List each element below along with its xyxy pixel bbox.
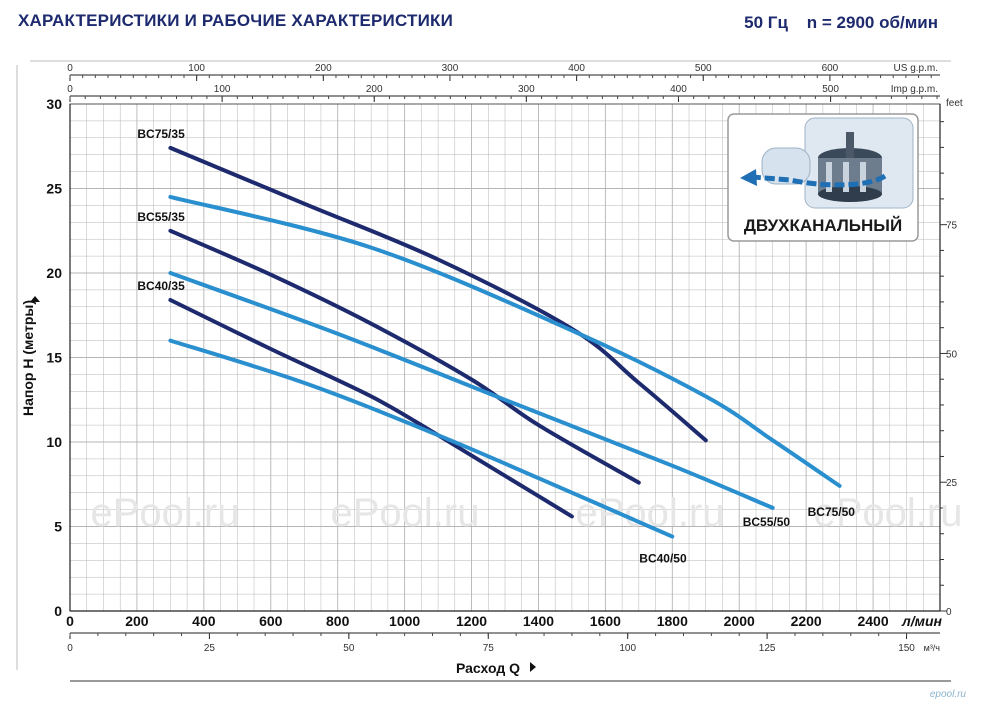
x-tick-label: 1200 bbox=[456, 613, 487, 629]
x-unit-label: л/мин bbox=[901, 613, 943, 629]
us-gpm-unit-label: US g.p.m. bbox=[894, 63, 938, 74]
m3h-tick-label: 25 bbox=[204, 643, 216, 654]
series-labels: BC75/35 BC55/35 BC40/35 BC75/50 BC55/50 BC40/… bbox=[137, 127, 855, 566]
series-bc55-50-label: BC55/50 bbox=[743, 515, 791, 529]
x-tick-label: 0 bbox=[66, 613, 74, 629]
impeller-inset: ДВУХКАНАЛЬНЫЙ bbox=[727, 113, 919, 242]
y-tick-label: 20 bbox=[46, 265, 62, 281]
chart-grid bbox=[69, 103, 941, 612]
imp-gpm-tick-label: 300 bbox=[518, 84, 535, 95]
m3h-tick-label: 100 bbox=[619, 643, 636, 654]
series-bc55-35-label: BC55/35 bbox=[137, 210, 185, 224]
x-tick-label: 1400 bbox=[523, 613, 554, 629]
x-axis-arrow-icon bbox=[530, 662, 536, 672]
us-gpm-tick-label: 400 bbox=[568, 63, 585, 74]
x-tick-label: 1800 bbox=[657, 613, 688, 629]
us-gpm-tick-label: 100 bbox=[188, 63, 205, 74]
us-gpm-tick-label: 200 bbox=[315, 63, 332, 74]
m3h-tick-label: 150 bbox=[898, 643, 915, 654]
page-title: ХАРАКТЕРИСТИКИ И РАБОЧИЕ ХАРАКТЕРИСТИКИ bbox=[18, 11, 453, 30]
feet-unit-label: feet bbox=[946, 98, 963, 109]
imp-gpm-tick-label: 500 bbox=[822, 84, 839, 95]
us-gpm-tick-label: 300 bbox=[442, 63, 459, 74]
imp-gpm-tick-label: 200 bbox=[366, 84, 383, 95]
y-tick-label: 30 bbox=[46, 96, 62, 112]
feet-tick-label: 50 bbox=[946, 349, 958, 360]
x-axis-title: Расход Q bbox=[456, 660, 520, 676]
series-bc75-35-label: BC75/35 bbox=[137, 127, 185, 141]
feet-tick-label: 0 bbox=[946, 607, 952, 618]
y-tick-label: 15 bbox=[46, 350, 62, 366]
frequency-speed-label: 50 Гц n = 2900 об/мин bbox=[744, 13, 938, 32]
x-tick-label: 2200 bbox=[791, 613, 822, 629]
series-bc55-35-line bbox=[168, 228, 641, 485]
x-tick-label: 2000 bbox=[724, 613, 755, 629]
x-tick-label: 1600 bbox=[590, 613, 621, 629]
y-tick-label: 10 bbox=[46, 434, 62, 450]
x-tick-label: 800 bbox=[326, 613, 350, 629]
m3h-tick-label: 0 bbox=[67, 643, 73, 654]
watermark-text: ePool.ru bbox=[814, 491, 963, 535]
x-tick-label: 600 bbox=[259, 613, 283, 629]
m3h-tick-label: 125 bbox=[759, 643, 776, 654]
twin-channel-impeller-icon bbox=[740, 117, 914, 209]
us-gpm-tick-label: 600 bbox=[822, 63, 839, 74]
m3h-tick-label: 75 bbox=[483, 643, 495, 654]
x-tick-label: 1000 bbox=[389, 613, 420, 629]
us-gpm-tick-label: 0 bbox=[67, 63, 73, 74]
series-bc40-50-label: BC40/50 bbox=[639, 552, 687, 566]
x-tick-label: 400 bbox=[192, 613, 216, 629]
y-tick-label: 0 bbox=[54, 603, 62, 619]
series-bc75-35-line bbox=[168, 145, 708, 443]
m3h-tick-label: 50 bbox=[343, 643, 355, 654]
imp-gpm-tick-label: 0 bbox=[67, 84, 73, 95]
series-bc40-35-label: BC40/35 bbox=[137, 279, 185, 293]
y-tick-label: 5 bbox=[54, 519, 62, 535]
inset-label: ДВУХКАНАЛЬНЫЙ bbox=[744, 216, 902, 235]
series-bc40-50-line bbox=[168, 338, 675, 539]
imp-gpm-tick-label: 400 bbox=[670, 84, 687, 95]
series-layer bbox=[168, 145, 842, 539]
y-tick-label: 25 bbox=[46, 181, 62, 197]
x-tick-label: 200 bbox=[125, 613, 149, 629]
series-bc40-35-line bbox=[168, 298, 574, 519]
series-bc75-50-line bbox=[168, 194, 842, 488]
watermark-text: ePool.ru bbox=[91, 491, 240, 535]
feet-tick-label: 25 bbox=[946, 478, 958, 489]
series-bc55-50-line bbox=[168, 271, 775, 510]
imp-gpm-unit-label: Imp g.p.m. bbox=[891, 84, 938, 95]
y-axis-arrow-icon bbox=[30, 296, 40, 302]
feet-tick-label: 75 bbox=[946, 221, 958, 232]
y-axis-title: Напор H (метры) bbox=[20, 300, 36, 416]
us-gpm-tick-label: 500 bbox=[695, 63, 712, 74]
corner-logo: epool.ru bbox=[930, 689, 967, 700]
imp-gpm-tick-label: 100 bbox=[214, 84, 231, 95]
series-bc75-50-label: BC75/50 bbox=[808, 505, 856, 519]
x-tick-label: 2400 bbox=[857, 613, 888, 629]
watermark-text: ePool.ru bbox=[331, 491, 480, 535]
m3h-unit-label: м³/ч bbox=[924, 643, 941, 653]
